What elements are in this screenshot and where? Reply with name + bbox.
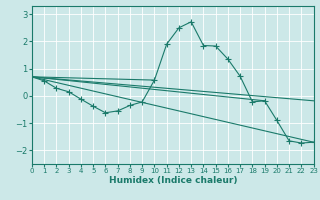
X-axis label: Humidex (Indice chaleur): Humidex (Indice chaleur) <box>108 176 237 185</box>
